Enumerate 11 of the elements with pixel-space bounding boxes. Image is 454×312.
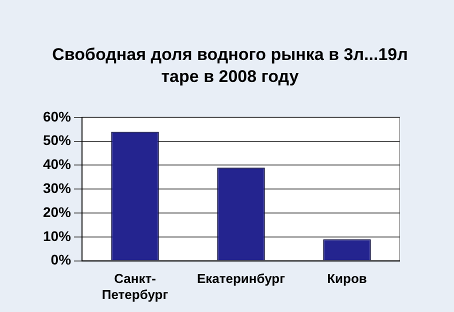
y-tick-label: 0% [50,252,72,268]
y-tick-label: 50% [42,132,72,148]
x-tick-label: Киров [327,271,367,286]
x-tick-label: Екатеринбург [196,271,286,286]
y-tick-label: 30% [42,180,72,196]
y-tick-label: 40% [42,156,72,172]
y-tick-label: 10% [42,228,72,244]
x-tick-label: Санкт-Петербург [102,271,169,302]
chart-title: Свободная доля водного рынка в 3л...19л таре в 2008 году [51,44,409,88]
y-tick-label: 60% [42,108,72,124]
y-tick-label: 20% [42,204,72,220]
